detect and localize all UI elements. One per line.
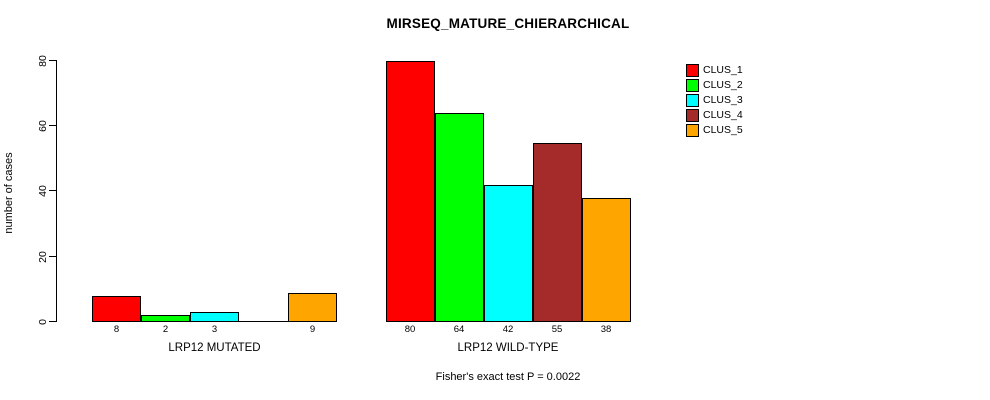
legend-color-swatch (686, 124, 699, 137)
y-axis-tick (49, 256, 56, 257)
y-axis-tick (49, 60, 56, 61)
x-group-label-wildtype: LRP12 WILD-TYPE (457, 342, 559, 354)
legend-item-clus_5: CLUS_5 (686, 124, 743, 137)
legend-item-clus_2: CLUS_2 (686, 79, 743, 92)
y-axis-tick (49, 321, 56, 322)
y-axis-tick (49, 125, 56, 126)
y-axis-title: number of cases (2, 152, 15, 234)
bar-value-label: 38 (600, 324, 612, 335)
bar-clus_5-group2 (581, 198, 631, 322)
y-axis-line (56, 60, 57, 322)
bar-clus_4-group2 (532, 143, 582, 322)
bar-value-label: 42 (502, 324, 514, 335)
bar-clus_3-group1 (190, 312, 239, 322)
legend: CLUS_1 CLUS_2 CLUS_3 CLUS_4 CLUS_5 (686, 64, 786, 144)
legend-item-label: CLUS_5 (703, 124, 743, 136)
legend-item-label: CLUS_1 (703, 64, 743, 76)
legend-color-swatch (686, 109, 699, 122)
bar-value-label: 2 (162, 324, 169, 335)
bar-value-label: 8 (113, 324, 120, 335)
bar-clus_3-group2 (483, 185, 533, 322)
legend-item-label: CLUS_2 (703, 79, 743, 91)
y-axis-tick-label: 0 (36, 318, 49, 325)
y-axis-tick-label: 60 (36, 119, 49, 132)
pvalue-annotation: Fisher's exact test P = 0.0022 (435, 371, 581, 383)
legend-item-clus_3: CLUS_3 (686, 94, 743, 107)
legend-item-clus_1: CLUS_1 (686, 64, 743, 77)
bar-value-label: 55 (551, 324, 563, 335)
bar-value-label: 80 (404, 324, 416, 335)
legend-color-swatch (686, 79, 699, 92)
x-group-label-mutated: LRP12 MUTATED (168, 342, 261, 354)
legend-color-swatch (686, 64, 699, 77)
bar-value-label: 3 (211, 324, 218, 335)
y-axis-tick-label: 20 (36, 250, 49, 263)
bar-value-label: 64 (453, 324, 465, 335)
bar-clus_2-group2 (434, 113, 484, 322)
y-axis-tick-label: 80 (36, 54, 49, 67)
legend-item-label: CLUS_3 (703, 94, 743, 106)
bar-clus_1-group1 (92, 296, 141, 322)
bar-clus_2-group1 (141, 315, 190, 322)
legend-item-label: CLUS_4 (703, 109, 743, 121)
bar-value-label: 9 (309, 324, 316, 335)
legend-color-swatch (686, 94, 699, 107)
chart-title: MIRSEQ_MATURE_CHIERARCHICAL (386, 16, 630, 31)
y-axis-tick (49, 190, 56, 191)
legend-item-clus_4: CLUS_4 (686, 109, 743, 122)
bar-clus_1-group2 (385, 61, 435, 322)
bar-clus_5-group1 (288, 293, 337, 322)
y-axis-tick-label: 40 (36, 184, 49, 197)
